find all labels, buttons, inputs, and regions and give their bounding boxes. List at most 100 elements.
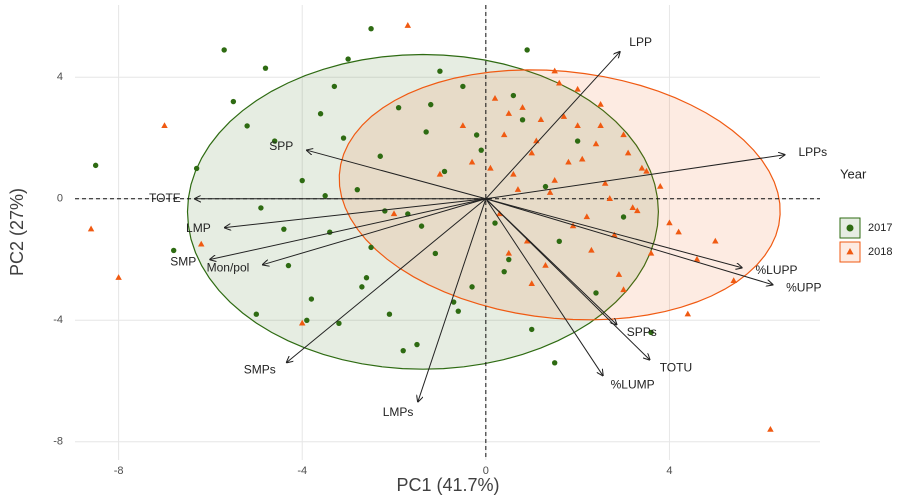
point <box>537 116 545 122</box>
point <box>271 138 278 144</box>
point <box>542 262 549 268</box>
point <box>510 170 517 177</box>
point <box>500 131 508 138</box>
point <box>363 275 370 281</box>
loading-arrow <box>485 198 773 285</box>
point <box>606 195 614 201</box>
point <box>437 68 443 74</box>
point <box>345 56 351 62</box>
loading-label: %LUPP <box>755 263 797 277</box>
point <box>556 79 563 86</box>
point <box>657 183 664 189</box>
loading-label: LPPs <box>799 145 828 159</box>
point <box>643 167 650 174</box>
x-tick-label: 0 <box>483 465 489 477</box>
point <box>92 162 99 169</box>
loading-arrow <box>307 150 486 200</box>
loading-label: %UPP <box>786 280 821 294</box>
x-tick-label: 4 <box>666 465 672 477</box>
loading-arrow <box>263 198 486 265</box>
point <box>574 122 581 129</box>
point <box>611 231 618 238</box>
legend-symbol <box>846 224 854 232</box>
point <box>551 360 558 366</box>
point <box>322 193 328 199</box>
loading-label: SMPs <box>244 362 276 376</box>
point <box>377 153 383 159</box>
point <box>317 111 324 117</box>
loading-arrow <box>418 198 487 402</box>
point <box>436 170 444 177</box>
point <box>115 274 122 280</box>
point <box>460 83 466 90</box>
point <box>684 310 692 317</box>
point <box>170 247 177 254</box>
point <box>336 320 342 327</box>
point <box>281 226 287 232</box>
legend-title: Year <box>840 166 867 181</box>
point <box>675 228 682 235</box>
point <box>432 250 439 257</box>
loading-label: SMP <box>170 254 196 268</box>
point <box>197 240 205 247</box>
y-tick-label: 4 <box>57 71 63 83</box>
point <box>574 85 581 92</box>
point <box>592 140 600 147</box>
point <box>468 158 476 165</box>
loading-label: TOTE <box>149 191 181 205</box>
point <box>620 286 627 293</box>
point <box>634 207 641 214</box>
point <box>648 329 654 336</box>
point <box>693 255 701 262</box>
point <box>400 347 406 354</box>
point <box>529 326 535 333</box>
point <box>221 47 227 53</box>
point <box>551 176 558 183</box>
point <box>523 237 531 244</box>
point <box>331 83 338 90</box>
point <box>597 122 604 129</box>
y-tick-label: -4 <box>53 314 63 326</box>
point <box>565 158 572 165</box>
point <box>87 225 95 232</box>
point <box>560 113 568 119</box>
point <box>492 220 498 226</box>
point <box>506 256 512 263</box>
loadings: LPP LPPs SPP TOTE LMP SMP Mon/pol SMPs LMPs %LUMP… <box>149 35 827 419</box>
point <box>510 92 517 99</box>
point <box>299 177 305 184</box>
y-axis-title: PC2 (27%) <box>7 188 27 276</box>
x-axis-title: PC1 (41.7%) <box>396 475 499 495</box>
point <box>469 284 475 290</box>
loading-label: %LUMP <box>611 378 655 392</box>
point <box>551 67 558 74</box>
loading-label: LMP <box>186 221 211 235</box>
point <box>418 223 425 229</box>
point <box>620 214 627 220</box>
point <box>629 204 636 211</box>
loading-arrow <box>485 198 617 325</box>
point <box>514 186 522 192</box>
point <box>601 179 609 186</box>
point <box>298 319 306 326</box>
confidence-ellipse <box>186 53 660 370</box>
loading-arrow <box>225 198 486 228</box>
point <box>304 317 310 323</box>
point <box>478 147 484 153</box>
point <box>505 249 513 256</box>
point <box>354 186 361 193</box>
point <box>368 244 374 251</box>
point <box>487 164 494 171</box>
point <box>615 271 623 277</box>
point <box>624 149 632 156</box>
point <box>528 149 535 156</box>
point <box>501 268 507 275</box>
point <box>382 208 388 214</box>
point <box>730 277 737 283</box>
point <box>666 219 673 226</box>
x-tick-label: -8 <box>114 465 124 477</box>
point <box>473 132 480 138</box>
point <box>712 237 719 244</box>
y-tick-label: -8 <box>53 436 63 448</box>
point <box>441 168 448 175</box>
